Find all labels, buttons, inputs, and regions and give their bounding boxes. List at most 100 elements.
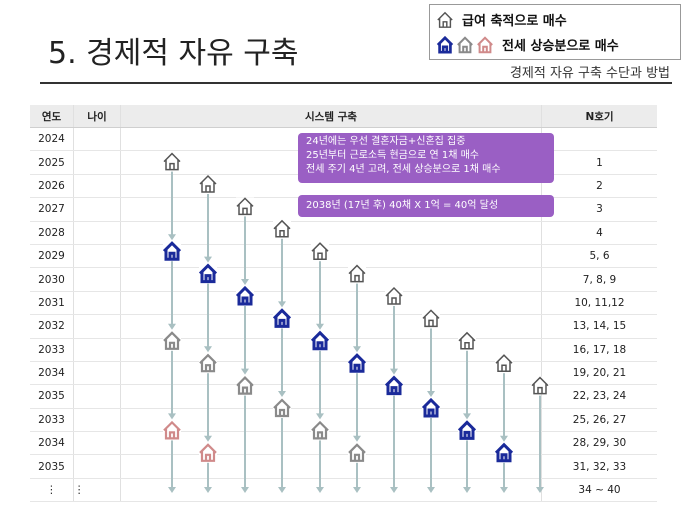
- legend-row-jeonse: 전세 상승분으로 매수: [436, 35, 619, 54]
- row-age: [73, 384, 121, 409]
- house-outline-icon: [236, 197, 254, 216]
- row-age: [73, 150, 121, 175]
- house-blue-icon: [347, 353, 367, 373]
- legend: 급여 축적으로 매수 전세 상승분으로 매수: [429, 4, 681, 60]
- note-line-2: 25년부터 근로소득 현금으로 연 1채 매수: [306, 150, 479, 161]
- house-blue-icon: [162, 241, 182, 261]
- house-blue-icon: [457, 420, 477, 440]
- house-outline-icon: [531, 376, 549, 395]
- row-n: 5, 6: [541, 244, 657, 269]
- row-year: 2034: [30, 431, 74, 456]
- arrow-head: [536, 487, 544, 493]
- row-n: 7, 8, 9: [541, 267, 657, 292]
- row-age: [73, 197, 121, 222]
- row-age: [73, 314, 121, 339]
- table-row: 2033 16, 17, 18: [30, 338, 657, 362]
- header-n: N호기: [541, 105, 657, 128]
- row-system: [120, 267, 542, 292]
- arrow-head: [204, 435, 212, 442]
- arrow-head: [168, 487, 176, 493]
- arrow-head: [168, 413, 176, 420]
- header-age: 나이: [73, 105, 121, 128]
- house-outline-icon: [273, 219, 291, 238]
- arrow-head: [353, 487, 361, 493]
- table-row: 2030 7, 8, 9: [30, 267, 657, 292]
- row-age: [73, 431, 121, 456]
- arrow-head: [463, 487, 471, 493]
- house-blue-icon: [384, 375, 404, 396]
- arrow-head: [278, 487, 286, 493]
- house-gray-icon: [236, 376, 254, 395]
- arrow-head: [316, 323, 324, 330]
- house-blue-icon: [436, 35, 454, 54]
- row-year: 2032: [30, 314, 74, 339]
- house-outline-icon: [163, 152, 181, 171]
- house-outline-icon: [495, 354, 513, 373]
- arrow-head: [316, 413, 324, 420]
- row-age: [73, 127, 121, 152]
- house-blue-icon: [421, 397, 441, 418]
- row-n: 2: [541, 174, 657, 199]
- row-n: 31, 32, 33: [541, 454, 657, 479]
- row-age: [73, 408, 121, 433]
- legend-label-salary: 급여 축적으로 매수: [462, 14, 567, 29]
- arrow-head: [390, 368, 398, 375]
- house-blue-icon: [235, 285, 255, 306]
- row-year: 2027: [30, 197, 74, 222]
- row-n: 4: [541, 221, 657, 245]
- arrow-head: [204, 256, 212, 263]
- house-outline-icon: [311, 242, 329, 261]
- arrow-head: [427, 487, 435, 493]
- table-row: 2029 5, 6: [30, 244, 657, 269]
- arrow-head: [500, 435, 508, 442]
- title-underline: [40, 82, 672, 84]
- row-age: [73, 221, 121, 245]
- table-row: ⋮ ⋮ 34 ~ 40: [30, 478, 657, 503]
- house-gray-icon: [163, 331, 181, 350]
- arrow-head: [463, 413, 471, 420]
- note-line-1: 24년에는 우선 결혼자금+신혼집 집중: [306, 136, 466, 147]
- row-age: [73, 291, 121, 316]
- house-blue-icon: [494, 442, 514, 463]
- row-year: 2026: [30, 174, 74, 199]
- row-system: [120, 478, 542, 503]
- row-year: 2033: [30, 338, 74, 362]
- house-outline-icon: [199, 174, 217, 193]
- header-year: 연도: [30, 105, 74, 128]
- row-age: [73, 244, 121, 269]
- arrow-head: [204, 487, 212, 493]
- house-blue-icon: [198, 263, 218, 284]
- note-line-3: 전세 주기 4년 고려, 전세 상승분으로 1채 매수: [306, 164, 501, 175]
- row-system: [120, 221, 542, 245]
- house-outline-icon: [422, 309, 440, 328]
- house-outline-icon: [458, 331, 476, 350]
- row-age: [73, 174, 121, 199]
- page-title: 5. 경제적 자유 구축: [48, 36, 299, 71]
- goal-note: 2038년 (17년 후) 40채 X 1억 = 40억 달성: [298, 195, 554, 217]
- table-row: 2034 19, 20, 21: [30, 361, 657, 386]
- row-year: 2033: [30, 408, 74, 433]
- row-age: [73, 361, 121, 386]
- plan-table: 연도 나이 시스템 구축 N호기 2024 2025 1 2026 2 2027 3 2028…: [30, 105, 657, 503]
- house-pink-icon: [477, 35, 493, 53]
- row-year: 2024: [30, 127, 74, 152]
- table-row: 2035 31, 32, 33: [30, 454, 657, 479]
- row-n: 22, 23, 24: [541, 384, 657, 409]
- row-n: 13, 14, 15: [541, 314, 657, 339]
- plan-note: 24년에는 우선 결혼자금+신혼집 집중 25년부터 근로소득 현금으로 연 1…: [298, 133, 554, 183]
- arrow-head: [427, 391, 435, 397]
- row-system: [120, 454, 542, 479]
- row-year: 2035: [30, 384, 74, 409]
- row-year: 2034: [30, 361, 74, 386]
- legend-row-salary: 급여 축적으로 매수: [436, 10, 567, 29]
- house-gray-icon: [457, 35, 473, 53]
- legend-label-jeonse: 전세 상승분으로 매수: [502, 39, 619, 54]
- row-year: 2028: [30, 221, 74, 245]
- house-pink-icon: [199, 443, 217, 462]
- row-age: ⋮: [73, 478, 121, 503]
- house-outline-icon: [348, 264, 366, 283]
- arrow-head: [204, 346, 212, 353]
- row-system: [120, 431, 542, 456]
- arrow-head: [500, 487, 508, 493]
- row-age: [73, 454, 121, 479]
